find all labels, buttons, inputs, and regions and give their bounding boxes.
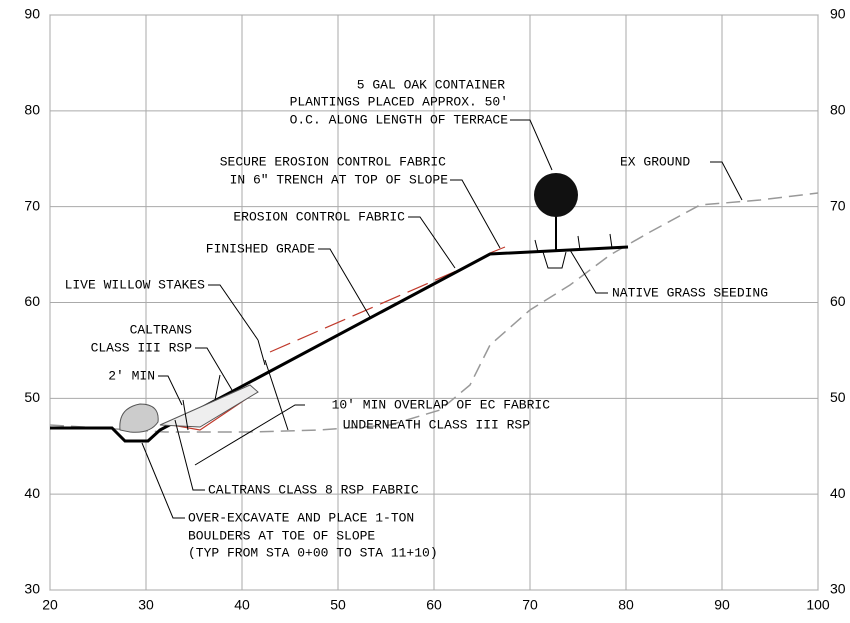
label: BOULDERS AT TOE OF SLOPE (188, 528, 375, 543)
y-tick-label-right: 50 (830, 389, 846, 405)
leader (450, 179, 501, 249)
x-tick-label: 90 (714, 597, 730, 613)
label: OVER-EXCAVATE AND PLACE 1-TON (188, 510, 414, 525)
y-tick-label: 60 (24, 293, 40, 309)
y-tick-label-right: 70 (830, 197, 846, 213)
label: CALTRANS (130, 322, 193, 337)
y-tick-label: 90 (24, 6, 40, 22)
label: UNDERNEATH CLASS III RSP (343, 417, 530, 432)
y-tick-label: 40 (24, 485, 40, 501)
existing-ground (49, 192, 819, 433)
x-tick-label: 100 (806, 597, 830, 613)
y-tick-label-right: 90 (830, 6, 846, 22)
x-tick-label: 50 (330, 597, 346, 613)
erosion-fabric (269, 246, 506, 353)
label: IN 6" TRENCH AT TOP OF SLOPE (230, 172, 449, 187)
leader (158, 375, 183, 406)
label: EX GROUND (620, 154, 690, 169)
label: CALTRANS CLASS 8 RSP FABRIC (208, 482, 419, 497)
y-tick-label-right: 80 (830, 102, 846, 118)
y-tick-label-right: 40 (830, 485, 846, 501)
planting-pit (542, 251, 567, 269)
y-tick-label: 50 (24, 389, 40, 405)
leader (141, 442, 185, 519)
leader (174, 419, 205, 491)
leader (208, 284, 259, 341)
leader (510, 119, 553, 171)
tree (534, 173, 578, 250)
leader (569, 249, 608, 294)
label: CLASS III RSP (91, 340, 193, 355)
leader (408, 216, 456, 269)
label: 10' MIN OVERLAP OF EC FABRIC (332, 397, 551, 412)
rsp-rock (159, 384, 259, 428)
x-tick-label: 40 (234, 597, 250, 613)
x-tick-label: 20 (42, 597, 58, 613)
label: PLANTINGS PLACED APPROX. 50' (290, 94, 508, 109)
finished-grade (50, 245, 629, 443)
label: (TYP FROM STA 0+00 TO STA 11+10) (188, 545, 438, 560)
x-tick-label: 60 (426, 597, 442, 613)
label: 2' MIN (108, 368, 155, 383)
stakes (182, 233, 613, 431)
label: 5 GAL OAK CONTAINER (357, 77, 505, 92)
y-tick-label-right: 60 (830, 293, 846, 309)
y-tick-label-right: 30 (830, 581, 846, 597)
label: LIVE WILLOW STAKES (65, 277, 206, 292)
leader (318, 248, 371, 318)
y-tick-label: 70 (24, 197, 40, 213)
label: O.C. ALONG LENGTH OF TERRACE (290, 112, 509, 127)
label: FINISHED GRADE (206, 241, 315, 256)
x-tick-label: 80 (618, 597, 634, 613)
leader (195, 347, 233, 391)
boulder (119, 403, 159, 433)
label: NATIVE GRASS SEEDING (612, 285, 768, 300)
grid (49, 14, 819, 591)
rsp-fabric (171, 394, 253, 431)
leader (194, 359, 305, 466)
x-tick-label: 70 (522, 597, 538, 613)
y-tick-label: 30 (24, 581, 40, 597)
leader (710, 161, 743, 201)
x-tick-label: 30 (138, 597, 154, 613)
label: SECURE EROSION CONTROL FABRIC (220, 154, 446, 169)
label: EROSION CONTROL FABRIC (233, 209, 405, 224)
y-tick-label: 80 (24, 102, 40, 118)
